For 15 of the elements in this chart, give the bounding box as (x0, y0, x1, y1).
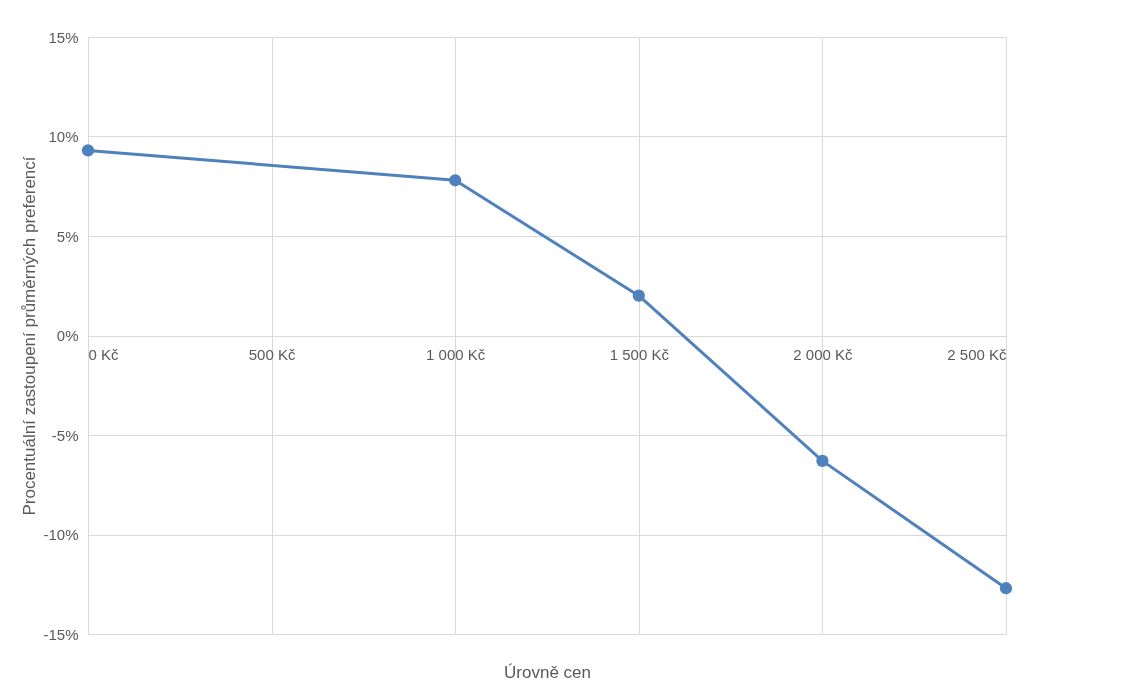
x-tick-label: 2 000 Kč (793, 346, 853, 363)
y-tick-label: 10% (48, 128, 79, 145)
x-tick-label: 0 Kč (88, 346, 120, 363)
y-tick-label: 15% (48, 28, 79, 46)
x-tick-label: 1 500 Kč (609, 346, 670, 363)
y-tick-label: 5% (56, 227, 79, 245)
y-tick-label: -10% (43, 526, 79, 543)
x-tick-label: 500 Kč (248, 346, 296, 363)
x-tick-label: 2 500 Kč (947, 346, 1007, 363)
y-tick-label: 0% (56, 327, 79, 344)
y-tick-label: -5% (51, 426, 79, 444)
x-tick-label: 1 000 Kč (426, 346, 486, 363)
y-tick-label: -15% (43, 625, 79, 643)
y-axis-title: Procentuální zastoupení průměrných preferencí (20, 156, 40, 516)
x-axis-title: Úrovně cen (504, 662, 591, 682)
